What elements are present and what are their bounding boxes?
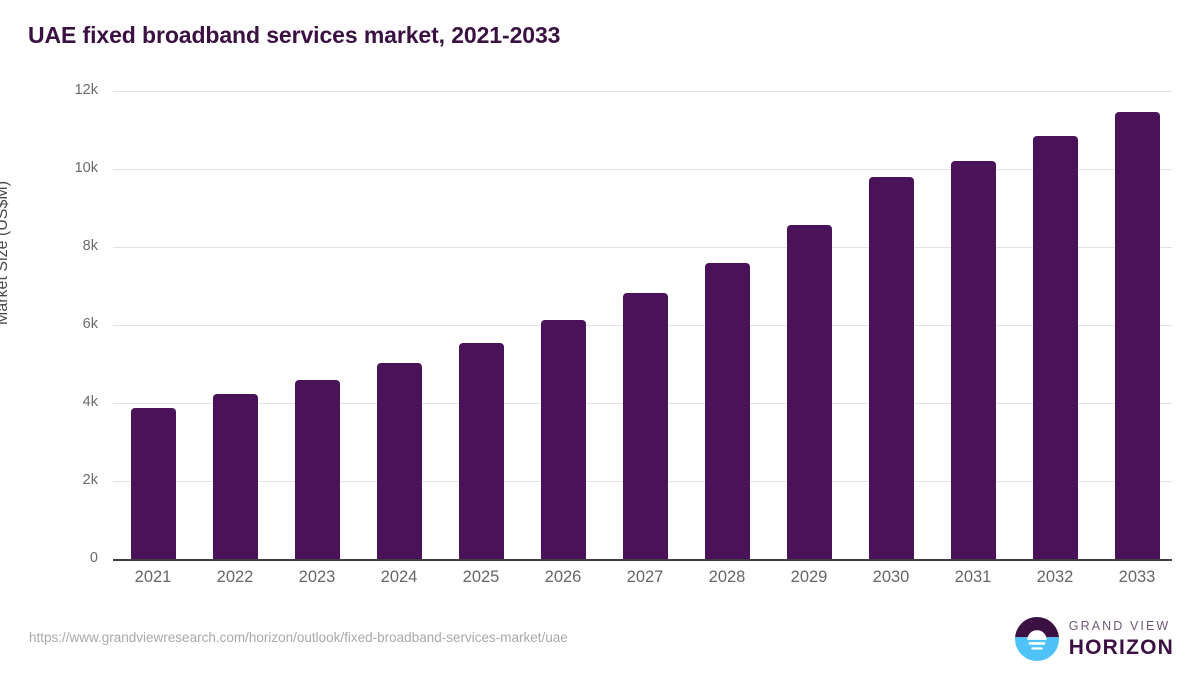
y-axis-tick-label: 6k <box>82 316 98 332</box>
y-axis-tick-label: 10k <box>74 160 98 176</box>
horizon-logo-icon <box>1014 617 1059 661</box>
bar[interactable] <box>868 176 914 559</box>
bar[interactable] <box>458 342 504 559</box>
x-axis-tick-label: 2032 <box>1036 568 1074 586</box>
x-axis-tick-label: 2021 <box>134 568 172 586</box>
brand-name-top: GRAND VIEW <box>1068 618 1171 633</box>
x-axis-tick-label: 2026 <box>544 568 582 586</box>
brand-logo-text: GRAND VIEW HORIZON <box>1069 620 1174 659</box>
y-axis-tick-label: 8k <box>82 238 98 254</box>
x-axis-tick-label: 2023 <box>298 568 336 586</box>
bar[interactable] <box>294 380 340 559</box>
y-axis-tick-label: 12k <box>74 82 98 98</box>
bar[interactable] <box>1114 112 1160 559</box>
y-axis-tick-label: 2k <box>82 472 98 488</box>
bar[interactable] <box>1032 135 1078 559</box>
x-axis-tick-label: 2028 <box>708 568 746 586</box>
bar[interactable] <box>786 225 832 559</box>
gridline <box>113 169 1172 170</box>
bar[interactable] <box>540 319 586 559</box>
bar[interactable] <box>622 293 668 559</box>
x-axis-tick-label: 2033 <box>1118 568 1156 586</box>
x-axis-tick-label: 2029 <box>790 568 828 586</box>
x-axis-tick-label: 2022 <box>216 568 254 586</box>
brand-logo: GRAND VIEW HORIZON <box>1014 617 1174 661</box>
bar[interactable] <box>130 407 176 559</box>
bar[interactable] <box>212 394 258 559</box>
x-axis-tick-label: 2025 <box>462 568 500 586</box>
x-axis-tick-label: 2031 <box>954 568 992 586</box>
x-axis-tick-label: 2024 <box>380 568 418 586</box>
plot-area <box>113 91 1172 559</box>
bar[interactable] <box>950 161 996 559</box>
y-axis-tick-label: 4k <box>82 394 98 410</box>
x-axis-line <box>113 559 1172 561</box>
x-axis-tick-label: 2027 <box>626 568 664 586</box>
page-title: UAE fixed broadband services market, 202… <box>28 22 561 48</box>
gridline <box>113 247 1172 248</box>
brand-name-bottom: HORIZON <box>1068 636 1174 660</box>
y-axis-tick-label: 0 <box>89 550 98 566</box>
gridline <box>113 91 1172 92</box>
source-url[interactable]: https://www.grandviewresearch.com/horizo… <box>29 630 568 645</box>
x-axis-tick-label: 2030 <box>872 568 910 586</box>
bar[interactable] <box>376 362 422 559</box>
y-axis-title: Market Size (US$M) <box>0 180 11 325</box>
bar[interactable] <box>704 262 750 559</box>
